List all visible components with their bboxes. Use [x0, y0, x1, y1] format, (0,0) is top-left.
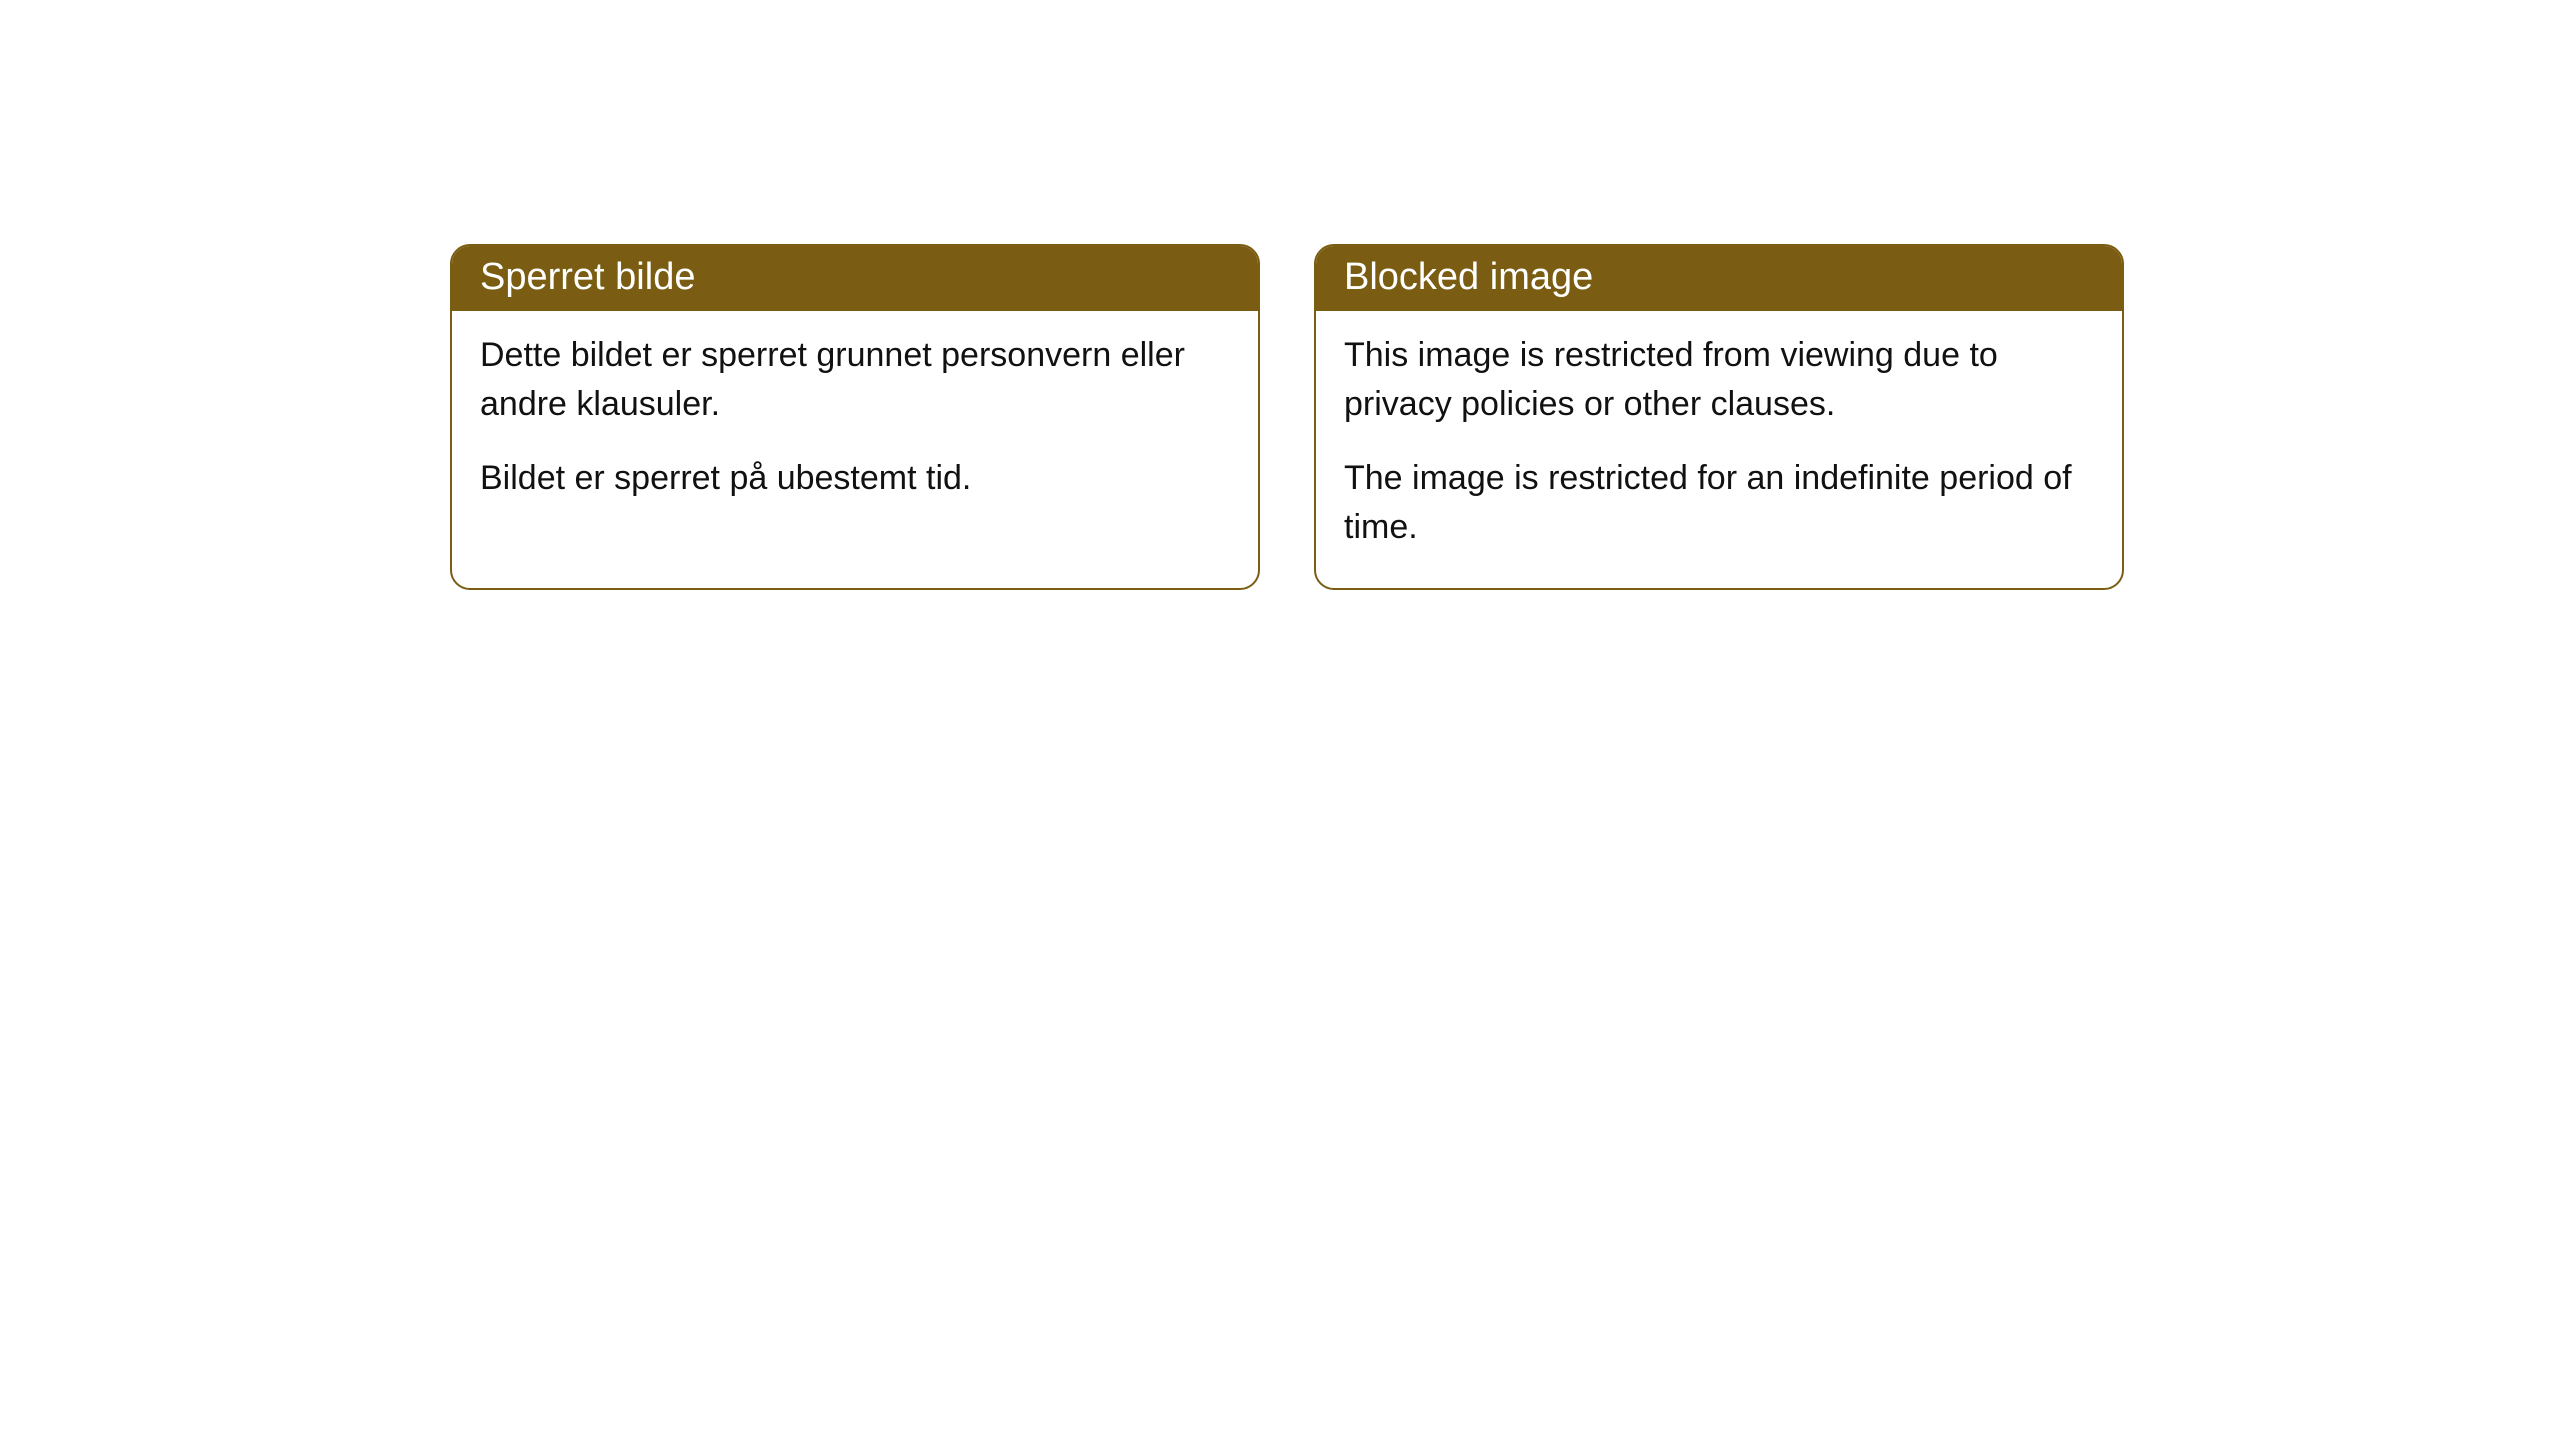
card-text-no-1: Dette bildet er sperret grunnet personve…: [480, 331, 1230, 430]
card-header-en: Blocked image: [1316, 246, 2122, 311]
card-body-en: This image is restricted from viewing du…: [1316, 311, 2122, 588]
card-text-en-1: This image is restricted from viewing du…: [1344, 331, 2094, 430]
card-container: Sperret bilde Dette bildet er sperret gr…: [450, 244, 2124, 590]
card-text-no-2: Bildet er sperret på ubestemt tid.: [480, 454, 1230, 503]
blocked-image-card-en: Blocked image This image is restricted f…: [1314, 244, 2124, 590]
blocked-image-card-no: Sperret bilde Dette bildet er sperret gr…: [450, 244, 1260, 590]
card-text-en-2: The image is restricted for an indefinit…: [1344, 454, 2094, 553]
card-header-no: Sperret bilde: [452, 246, 1258, 311]
card-body-no: Dette bildet er sperret grunnet personve…: [452, 311, 1258, 539]
